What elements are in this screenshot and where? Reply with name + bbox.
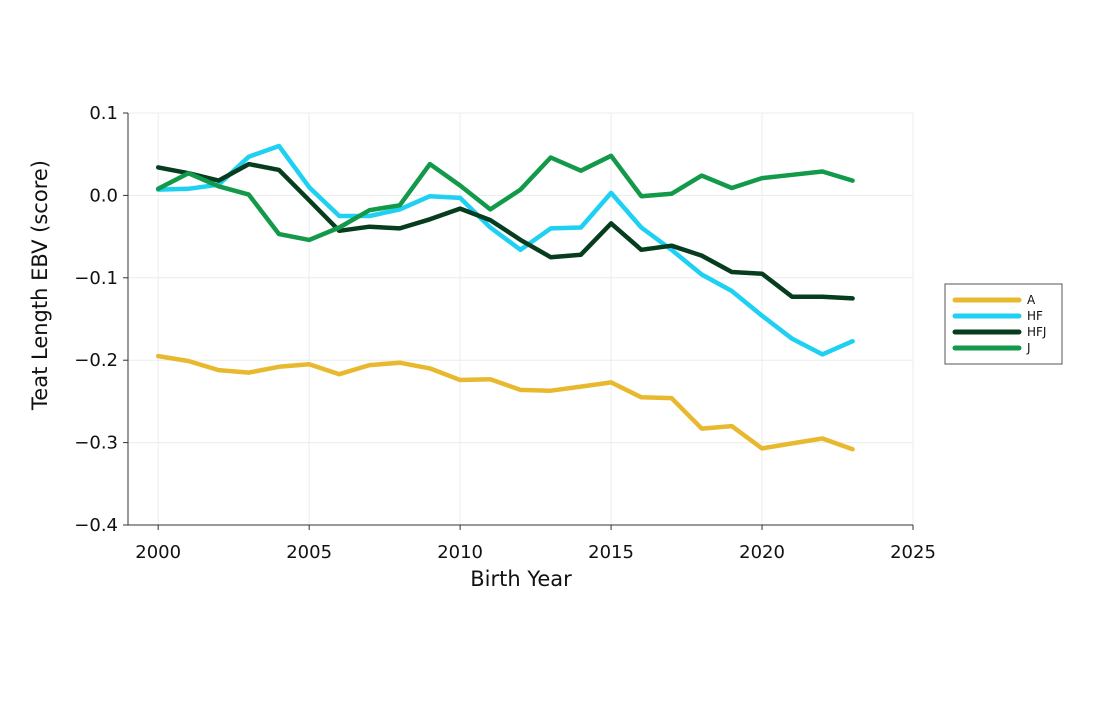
- x-tick-label: 2010: [437, 542, 483, 563]
- axes: [127, 113, 913, 526]
- legend-label-j: J: [1026, 341, 1031, 355]
- legend-label-hf: HF: [1027, 309, 1043, 323]
- legend-label-a: A: [1027, 293, 1036, 307]
- series-line-hfj: [155, 161, 855, 301]
- y-tick-labels: 0.1 0.0 −0.1 −0.2 −0.3 −0.4: [74, 103, 128, 536]
- y-tick-label: −0.4: [74, 515, 118, 536]
- series-line-hf: [155, 143, 855, 357]
- y-tick-label: 0.1: [89, 103, 118, 124]
- y-tick-label: −0.1: [74, 268, 118, 289]
- x-tick-label: 2005: [286, 542, 332, 563]
- y-tick-label: 0.0: [89, 185, 118, 206]
- x-axis-title: Birth Year: [470, 567, 572, 591]
- x-tick-label: 2015: [588, 542, 634, 563]
- series-lines: [155, 143, 855, 452]
- x-tick-labels: 2000 2005 2010 2015 2020 2025: [135, 525, 936, 563]
- x-tick-label: 2020: [739, 542, 785, 563]
- x-tick-label: 2000: [135, 542, 181, 563]
- legend: A HF HFJ J: [944, 283, 1063, 365]
- y-tick-label: −0.2: [74, 350, 118, 371]
- x-tick-label: 2025: [890, 542, 936, 563]
- y-axis-title: Teat Length EBV (score): [28, 160, 52, 411]
- legend-label-hfj: HFJ: [1027, 325, 1046, 339]
- series-line-a: [155, 353, 855, 452]
- legend-box: [944, 283, 1063, 365]
- series-line-j: [155, 153, 855, 243]
- y-tick-label: −0.3: [74, 433, 118, 454]
